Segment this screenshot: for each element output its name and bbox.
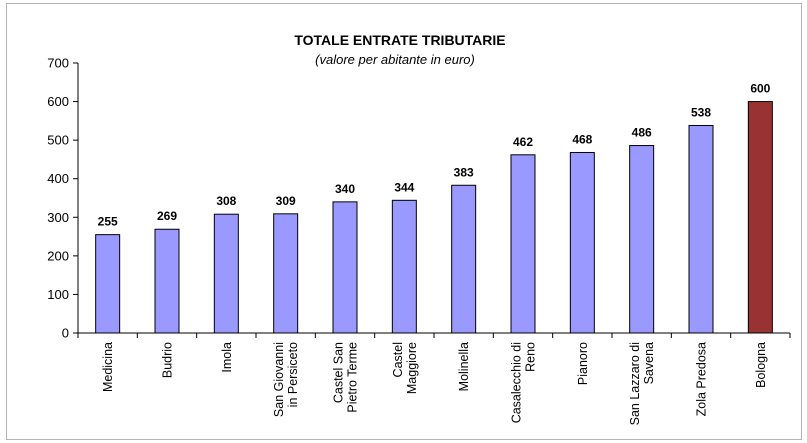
chart-title: TOTALE ENTRATE TRIBUTARIE [294, 32, 505, 48]
category-label-line: Reno [524, 342, 538, 372]
bars [95, 101, 773, 334]
category-label-line: in Persiceto [286, 342, 300, 407]
bar [510, 154, 536, 334]
data-label: 340 [335, 182, 355, 196]
y-tick-label: 100 [47, 287, 69, 302]
category-label-line: San Giovanni [272, 342, 286, 417]
y-tick-label: 400 [47, 171, 69, 186]
category-label: Medicina [101, 342, 115, 392]
category-label-line: Savena [642, 342, 656, 384]
data-labels: 255 269 308 309 340 344 383 462 468 486 538 600 [98, 82, 771, 229]
data-label: 308 [216, 194, 236, 208]
bar [629, 145, 655, 334]
bar [332, 201, 358, 334]
data-label: 538 [691, 105, 711, 119]
data-label: 600 [750, 82, 770, 96]
category-label-line: Imola [220, 342, 234, 373]
y-tick-label: 300 [47, 210, 69, 225]
category-label: San Giovanni in Persiceto [272, 342, 300, 417]
bar [451, 184, 477, 334]
y-tick-label: 200 [47, 248, 69, 263]
data-label: 269 [157, 209, 177, 223]
bar [95, 234, 121, 334]
bar [569, 151, 595, 334]
category-label-line: Molinella [457, 342, 471, 391]
y-tick-label: 700 [47, 56, 69, 71]
category-label: Pianoro [576, 342, 590, 385]
data-label: 486 [632, 126, 652, 140]
category-labels: Medicina Budrio Imola San Giovanni in Persic… [101, 342, 768, 425]
y-tick-label: 0 [62, 326, 69, 341]
category-label: Zola Predosa [695, 342, 709, 416]
bar [688, 124, 714, 334]
category-label-line: Casalecchio di [510, 342, 524, 423]
y-tick-label: 600 [47, 94, 69, 109]
category-label-line: San Lazzaro di [628, 342, 642, 425]
category-label: Budrio [161, 342, 175, 378]
category-label-line: Pietro Terme [346, 342, 360, 413]
category-label: Casalecchio di Reno [510, 342, 538, 423]
category-label-line: Maggiore [405, 342, 419, 394]
category-label-line: Castel [391, 342, 405, 377]
bar [213, 213, 239, 334]
bar [747, 101, 773, 334]
category-label-line: Zola Predosa [695, 342, 709, 416]
data-label: 468 [572, 132, 592, 146]
bar [391, 199, 417, 334]
category-label-line: Pianoro [576, 342, 590, 385]
category-label: Molinella [457, 342, 471, 391]
bar [154, 228, 180, 334]
category-label: Imola [220, 342, 234, 373]
y-tick-label: 500 [47, 133, 69, 148]
category-label: Castel Maggiore [391, 342, 419, 394]
data-label: 383 [454, 165, 474, 179]
bar [273, 213, 299, 334]
category-label: Bologna [754, 342, 768, 388]
data-label: 309 [276, 194, 296, 208]
category-label: Castel San Pietro Terme [332, 342, 360, 413]
category-label-line: Medicina [101, 342, 115, 392]
category-label-line: Budrio [161, 342, 175, 378]
axes: 0 100 200 300 400 500 600 700 [47, 56, 791, 341]
chart-subtitle: (valore per abitante in euro) [315, 52, 475, 67]
data-label: 462 [513, 135, 533, 149]
data-label: 255 [98, 215, 118, 229]
category-label-line: Bologna [754, 342, 768, 388]
category-label: San Lazzaro di Savena [628, 342, 656, 425]
data-label: 344 [394, 180, 414, 194]
category-label-line: Castel San [332, 342, 346, 403]
